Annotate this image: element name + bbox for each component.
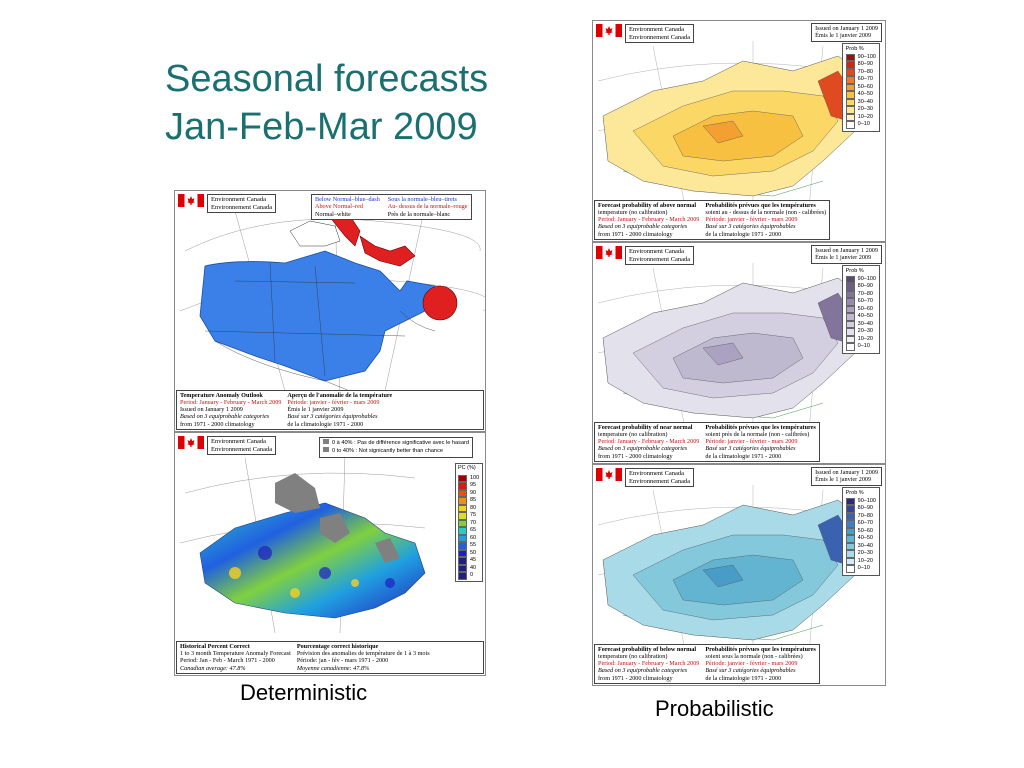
title-line-2: Jan-Feb-Mar 2009 [165, 106, 478, 148]
below-normal-area [199, 250, 436, 382]
above-normal-area-3 [422, 285, 458, 321]
prob-footer: Forecast probability of near normal tempe… [594, 421, 820, 462]
probability-map-graphic [597, 485, 859, 666]
prob-legend-row: 50–60 [845, 83, 876, 91]
prob-legend-row: 70–80 [845, 290, 876, 298]
canada-flag-icon [596, 246, 622, 259]
agency-label: Environment Canada Environnement Canada [625, 24, 695, 43]
prob-footer: Forecast probability of above normal temp… [594, 199, 831, 240]
prob-legend-row: 0–10 [845, 121, 876, 129]
anomaly-outlook-map: Environment Canada Environnement Canada B… [174, 190, 486, 432]
prob-legend-row: 20–30 [845, 106, 876, 114]
caption-deterministic: Deterministic [240, 680, 368, 705]
pc-scale-row: 80 [458, 504, 480, 512]
agency-label: Environment Canada Environnement Canada [625, 246, 695, 265]
prob-legend-row: 20–30 [845, 328, 876, 336]
pc-scale-row: 40 [458, 564, 480, 572]
pc-scale-row: 60 [458, 534, 480, 542]
prob-legend: Prob % 90–100 80–90 70–80 60–70 50–60 40–50 30–… [841, 487, 880, 576]
prob-legend: Prob % 90–100 80–90 70–80 60–70 50–60 40–50 30–… [841, 43, 880, 132]
probability-map-graphic [597, 263, 859, 444]
pc-scale: PC (%) 100 95 90 85 80 75 70 65 60 55 50 45 40 0 [455, 463, 483, 582]
prob-legend-row: 70–80 [845, 68, 876, 76]
title-line-1: Seasonal forecasts [165, 58, 489, 100]
prob-area-core-2 [702, 120, 744, 144]
prob-legend-row: 80–90 [845, 283, 876, 291]
agency-label: Environment Canada Environnement Canada [625, 468, 695, 487]
prob-legend-row: 90–100 [845, 497, 876, 505]
issued-label: Issued on January 1 2009 Émis le 1 janvie… [811, 245, 882, 264]
prob-legend-row: 30–40 [845, 542, 876, 550]
prob-legend-row: 20–30 [845, 550, 876, 558]
canada-flag-icon [178, 194, 204, 207]
skill-legend: 0 à 40% : Pas de différence significativ… [319, 437, 474, 458]
pc-scale-row: 70 [458, 519, 480, 527]
pc-scale-row: 85 [458, 497, 480, 505]
agency-label: Environment Canada Environnement Canada [207, 436, 277, 455]
prob-legend: Prob % 90–100 80–90 70–80 60–70 50–60 40–50 30–… [841, 265, 880, 354]
prob-legend-row: 70–80 [845, 512, 876, 520]
percent-correct-map: Environment Canada Environnement Canada 0… [174, 432, 486, 676]
percent-correct-map-graphic [179, 452, 426, 634]
probability-map-graphic [597, 41, 859, 222]
prob-legend-row: 0–10 [845, 565, 876, 573]
agency-label: Environment Canada Environnement Canada [207, 194, 277, 213]
prob-legend-row: 90–100 [845, 275, 876, 283]
anomaly-legend: Below Normal–blue–dash Above Normal–red No… [311, 194, 472, 220]
prob-legend-row: 10–20 [845, 113, 876, 121]
prob-area-core-2 [702, 564, 744, 588]
pc-scale-row: 75 [458, 512, 480, 520]
anomaly-footer: Temperature Anomaly Outlook Period: Janua… [176, 389, 484, 430]
canada-flag-icon [596, 468, 622, 481]
prob-legend-row: 0–10 [845, 343, 876, 351]
prob-legend-row: 60–70 [845, 298, 876, 306]
prob-legend-row: 60–70 [845, 520, 876, 528]
pc-scale-row: 0 [458, 572, 480, 580]
prob-legend-row: 40–50 [845, 91, 876, 99]
pc-scale-row: 65 [458, 527, 480, 535]
prob-legend-row: 50–60 [845, 527, 876, 535]
canada-flag-icon [596, 24, 622, 37]
prob-legend-row: 30–40 [845, 98, 876, 106]
prob-legend-row: 30–40 [845, 320, 876, 328]
skill-footer: Historical Percent Correct 1 to 3 month T… [176, 640, 484, 674]
not-significant-area-2 [320, 513, 350, 543]
prob-legend-row: 80–90 [845, 61, 876, 69]
prob-panel-above: Environment Canada Environnement Canada Is… [592, 20, 886, 242]
prob-legend-row: 40–50 [845, 535, 876, 543]
prob-legend-row: 60–70 [845, 76, 876, 84]
prob-legend-row: 40–50 [845, 313, 876, 321]
prob-panel-near: Environment Canada Environnement Canada Is… [592, 242, 886, 464]
prob-legend-row: 50–60 [845, 305, 876, 313]
prob-legend-row: 90–100 [845, 53, 876, 61]
caption-probabilistic: Probabilistic [655, 696, 774, 721]
pc-scale-row: 95 [458, 482, 480, 490]
pc-scale-row: 100 [458, 474, 480, 482]
issued-label: Issued on January 1 2009 Émis le 1 janvie… [811, 23, 882, 42]
prob-legend-row: 10–20 [845, 557, 876, 565]
pc-scale-row: 55 [458, 542, 480, 550]
anomaly-map-graphic [179, 200, 485, 402]
canada-flag-icon [178, 436, 204, 449]
slide-title: Seasonal forecasts Jan-Feb-Mar 2009 [165, 55, 488, 151]
prob-area-core-2 [702, 342, 744, 366]
prob-footer: Forecast probability of below normal temp… [594, 643, 820, 684]
not-significant-area-3 [375, 538, 400, 563]
not-significant-area-1 [275, 473, 320, 513]
prob-panel-below: Environment Canada Environnement Canada Is… [592, 464, 886, 686]
issued-label: Issued on January 1 2009 Émis le 1 janvie… [811, 467, 882, 486]
prob-legend-row: 80–90 [845, 505, 876, 513]
prob-legend-row: 10–20 [845, 335, 876, 343]
pc-scale-row: 45 [458, 557, 480, 565]
pc-scale-row: 90 [458, 489, 480, 497]
pc-scale-row: 50 [458, 549, 480, 557]
above-normal-area-2 [359, 235, 416, 267]
